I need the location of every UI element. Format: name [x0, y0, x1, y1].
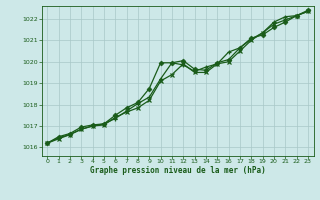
- X-axis label: Graphe pression niveau de la mer (hPa): Graphe pression niveau de la mer (hPa): [90, 166, 266, 175]
